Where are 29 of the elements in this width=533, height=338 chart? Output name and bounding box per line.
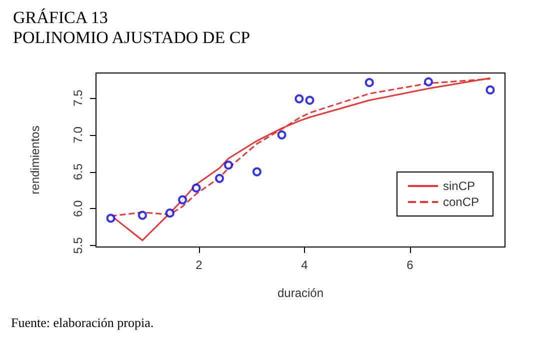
x-tick-label: 4 bbox=[301, 258, 308, 272]
point bbox=[277, 130, 286, 140]
point bbox=[224, 160, 233, 170]
x-tick-label: 2 bbox=[196, 258, 203, 272]
x-axis-title: duración bbox=[277, 286, 324, 300]
legend-label: conCP bbox=[442, 195, 480, 209]
point bbox=[294, 94, 304, 104]
point bbox=[215, 174, 224, 183]
chart-subtitle: POLINOMIO AJUSTADO DE CP bbox=[13, 28, 250, 47]
point bbox=[424, 77, 433, 86]
point bbox=[138, 210, 147, 220]
y-tick-label: 6.0 bbox=[71, 200, 85, 218]
y-axis-title: rendimientos bbox=[28, 126, 42, 194]
chart-title: GRÁFICA 13 bbox=[13, 8, 108, 27]
point bbox=[165, 208, 174, 218]
point bbox=[106, 214, 116, 223]
point bbox=[305, 96, 314, 105]
y-tick-label: 7.0 bbox=[71, 126, 85, 144]
source-note: Fuente: elaboración propia. bbox=[11, 315, 154, 330]
point bbox=[178, 195, 188, 204]
y-tick-label: 5.5 bbox=[71, 236, 85, 254]
y-tick-label: 6.5 bbox=[71, 163, 85, 180]
y-tick-label: 7.5 bbox=[71, 89, 85, 106]
point bbox=[252, 167, 262, 176]
point bbox=[192, 184, 201, 193]
point bbox=[486, 85, 495, 94]
x-tick-label: 6 bbox=[406, 258, 414, 272]
point bbox=[364, 78, 374, 88]
legend-label: sinCP bbox=[442, 179, 475, 193]
